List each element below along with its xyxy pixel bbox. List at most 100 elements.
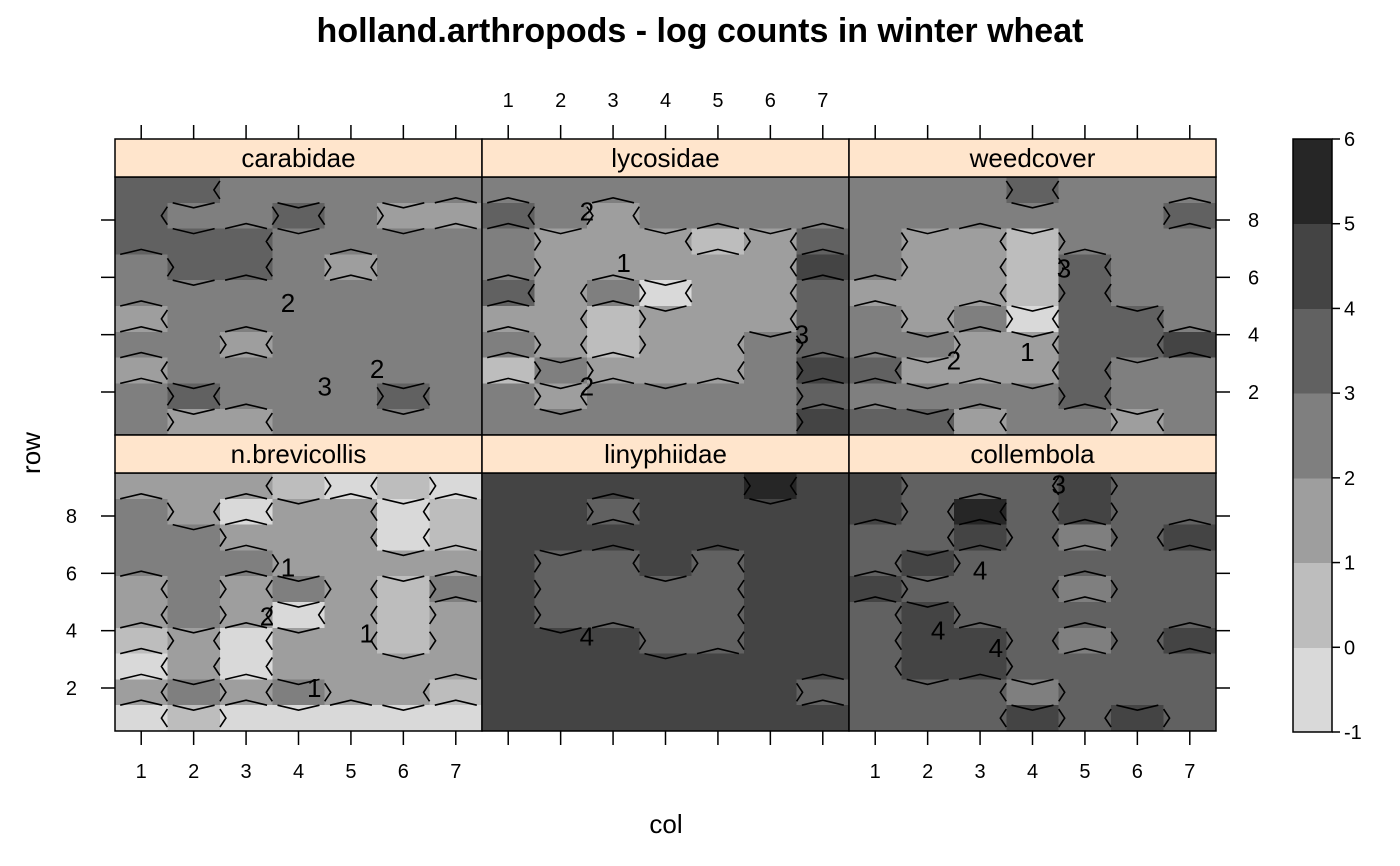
heatmap-cell bbox=[639, 576, 693, 603]
panel-linyphiidae: 4 linyphiidae bbox=[481, 434, 850, 745]
heatmap-cell bbox=[586, 473, 640, 500]
heatmap-cell bbox=[744, 705, 798, 732]
heatmap-cell bbox=[377, 705, 431, 732]
heatmap-cell bbox=[272, 653, 326, 680]
heatmap-cell bbox=[744, 576, 798, 603]
heatmap-cell bbox=[849, 383, 903, 410]
heatmap-cell bbox=[377, 409, 431, 436]
panel-carabidae: 2 3 2 carabidae bbox=[101, 125, 483, 436]
heatmap-cell bbox=[272, 202, 326, 230]
heatmap-cell bbox=[1163, 576, 1217, 603]
heatmap-cell bbox=[639, 177, 693, 204]
heatmap-cell bbox=[272, 602, 326, 629]
heatmap-cell bbox=[219, 524, 273, 551]
heatmap-cell bbox=[324, 705, 378, 732]
contour-label: 1 bbox=[616, 248, 630, 278]
heatmap-cell bbox=[796, 653, 850, 680]
heatmap-cell bbox=[1111, 383, 1165, 410]
heatmap-cell bbox=[219, 498, 273, 526]
heatmap-cell bbox=[849, 524, 903, 551]
heatmap-cell bbox=[219, 705, 273, 732]
heatmap-cell bbox=[167, 357, 221, 384]
heatmap-cell bbox=[796, 576, 850, 603]
heatmap-cell bbox=[482, 306, 536, 333]
heatmap-cell bbox=[272, 357, 326, 384]
heatmap-cell bbox=[272, 280, 326, 307]
heatmap-cell bbox=[167, 705, 221, 732]
heatmap-cell bbox=[691, 177, 745, 204]
contour-lines bbox=[854, 476, 1211, 728]
color-key-swatch bbox=[1293, 562, 1332, 648]
heatmap-cell bbox=[586, 627, 640, 655]
heatmap-cell bbox=[115, 202, 169, 230]
heatmap-cell bbox=[849, 177, 903, 204]
heatmap-cell bbox=[115, 383, 169, 410]
heatmap-cell bbox=[1163, 409, 1217, 436]
heatmap-cell bbox=[167, 177, 221, 204]
heatmap-cell bbox=[324, 383, 378, 410]
heatmap-cell bbox=[744, 280, 798, 307]
heatmap-cell bbox=[639, 473, 693, 500]
heatmap-cell bbox=[639, 679, 693, 706]
heatmap-cell bbox=[586, 331, 640, 359]
heatmap-cell bbox=[796, 679, 850, 706]
y-tick-label: 6 bbox=[66, 563, 77, 585]
y-tick-label: 4 bbox=[1248, 325, 1259, 347]
heatmap-cell bbox=[429, 409, 483, 436]
heatmap-cell bbox=[534, 653, 588, 680]
heatmap-cell bbox=[796, 602, 850, 629]
heatmap-cell bbox=[1006, 679, 1060, 706]
heatmap-cell bbox=[953, 202, 1007, 230]
heatmap-cell bbox=[639, 705, 693, 732]
heatmap-cell bbox=[429, 705, 483, 732]
contour-label: 4 bbox=[580, 621, 594, 651]
heatmap-cell bbox=[586, 177, 640, 204]
heatmap-cell bbox=[115, 331, 169, 359]
heatmap-cell bbox=[115, 679, 169, 706]
heatmap-cell bbox=[219, 306, 273, 333]
heatmap-cell bbox=[1006, 473, 1060, 500]
heatmap-cell bbox=[272, 331, 326, 359]
heatmap-cell bbox=[1006, 550, 1060, 577]
heatmap-cell bbox=[849, 705, 903, 732]
heatmap-cell bbox=[691, 524, 745, 551]
heatmap-cell bbox=[1058, 524, 1112, 551]
heatmap-cell bbox=[953, 331, 1007, 359]
heatmap-cell bbox=[796, 331, 850, 359]
heatmap-cell bbox=[1006, 383, 1060, 410]
heatmap-cell bbox=[901, 254, 955, 281]
heatmap-cell bbox=[115, 280, 169, 307]
heatmap-cell bbox=[586, 357, 640, 384]
heatmap-cell bbox=[901, 627, 955, 655]
heatmap-cell bbox=[796, 357, 850, 384]
heatmap-cell bbox=[796, 306, 850, 333]
heatmap-cell bbox=[901, 177, 955, 204]
heatmap-cell bbox=[324, 357, 378, 384]
heatmap-cell bbox=[167, 254, 221, 281]
heatmap-cell bbox=[534, 498, 588, 526]
strip bbox=[848, 434, 1217, 474]
heatmap-cell bbox=[639, 202, 693, 230]
heatmap-cell bbox=[1163, 357, 1217, 384]
heatmap-cell bbox=[1163, 550, 1217, 577]
heatmap-cell bbox=[219, 331, 273, 359]
contour-label: 2 bbox=[580, 371, 594, 401]
heatmap-cell bbox=[115, 627, 169, 655]
heatmap-cell bbox=[534, 705, 588, 732]
heatmap-cell bbox=[1111, 473, 1165, 500]
heatmap-cell bbox=[167, 228, 221, 255]
heatmap-cell bbox=[1006, 306, 1060, 333]
heatmap-cell bbox=[534, 254, 588, 281]
heatmap-cell bbox=[901, 498, 955, 526]
contour-lines bbox=[487, 196, 844, 432]
heatmap-cell bbox=[429, 679, 483, 706]
heatmap-cell bbox=[744, 331, 798, 359]
heatmap-cell bbox=[1163, 280, 1217, 307]
heatmap-cell bbox=[901, 576, 955, 603]
heatmap-cell bbox=[744, 473, 798, 500]
ticks bbox=[507, 731, 824, 745]
heatmap-cell bbox=[691, 280, 745, 307]
heatmap-cell bbox=[1111, 705, 1165, 732]
heatmap-cell bbox=[219, 602, 273, 629]
heatmap-cell bbox=[796, 280, 850, 307]
